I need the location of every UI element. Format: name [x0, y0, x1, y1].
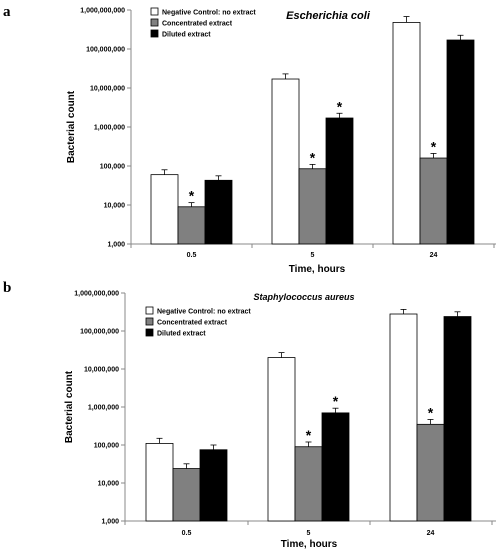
panel-letter-a: a [3, 4, 11, 20]
legend-swatch-diluted [150, 29, 159, 38]
bar-control [150, 174, 179, 245]
legend-swatch-control [150, 7, 159, 16]
y-tick-label: 100,000,000 [86, 47, 125, 54]
y-tick-label: 10,000 [98, 481, 120, 488]
legend-label-control: Negative Control: no extract [157, 309, 251, 316]
significance-marker: * [310, 149, 316, 165]
bar-concentrated [177, 206, 206, 245]
x-tick-label: 24 [430, 252, 438, 259]
bar-concentrated [294, 446, 323, 522]
chart-staphylococcus-aureus: 1,000 10,000 100,000 1,000,000 10,000,000 100… [64, 291, 496, 550]
bar-diluted [443, 316, 472, 522]
bar-concentrated [416, 423, 445, 522]
significance-marker: * [306, 427, 312, 443]
x-tick-label: 0.5 [182, 530, 192, 537]
y-tick-label: 1,000,000 [88, 405, 119, 412]
legend-swatch-control [145, 306, 154, 315]
legend-label-diluted: Diluted extract [157, 331, 206, 338]
x-tick-label: 5 [311, 252, 315, 259]
bar-diluted [325, 117, 354, 245]
bar-control [271, 78, 300, 245]
x-tick-label: 5 [307, 530, 311, 537]
x-tick-label: 24 [427, 530, 435, 537]
chart-escherichia-coli: 1,000 10,000 100,000 1,000,000 10,000,000 100… [66, 7, 496, 275]
bar-concentrated [172, 468, 201, 522]
y-tick-label: 10,000 [104, 203, 126, 210]
bar-diluted [199, 449, 228, 522]
y-tick-label: 1,000,000,000 [80, 8, 125, 15]
legend-label-diluted: Diluted extract [162, 32, 211, 39]
significance-marker: * [428, 404, 434, 420]
significance-marker: * [431, 138, 437, 154]
bar-concentrated [298, 168, 327, 245]
y-tick-label: 1,000 [101, 519, 119, 526]
y-tick-label: 100,000 [100, 164, 125, 171]
x-tick-label: 0.5 [187, 252, 197, 259]
bar-diluted [321, 412, 350, 522]
y-tick-label: 100,000,000 [80, 329, 119, 336]
panel-letter-b: b [3, 280, 11, 296]
significance-marker: * [189, 188, 195, 204]
x-axis-title: Time, hours [289, 264, 346, 275]
y-axis-title: Bacterial count [64, 370, 75, 443]
bar-diluted [204, 179, 233, 245]
legend-label-concentrated: Concentrated extract [162, 21, 233, 28]
y-tick-label: 10,000,000 [84, 367, 119, 374]
significance-marker: * [333, 393, 339, 409]
bar-control [145, 443, 174, 522]
x-axis-title: Time, hours [281, 539, 338, 550]
y-tick-label: 1,000,000,000 [74, 291, 119, 298]
y-tick-label: 1,000 [107, 242, 125, 249]
legend-swatch-concentrated [145, 317, 154, 326]
chart-title: Staphylococcus aureus [253, 292, 354, 302]
y-tick-label: 100,000 [94, 443, 119, 450]
significance-marker: * [337, 98, 343, 114]
y-tick-label: 1,000,000 [94, 125, 125, 132]
legend-label-concentrated: Concentrated extract [157, 320, 228, 327]
bar-diluted [446, 39, 475, 245]
bar-concentrated [419, 157, 448, 245]
bar-control [267, 357, 296, 522]
legend-swatch-diluted [145, 328, 154, 337]
legend-label-control: Negative Control: no extract [162, 10, 256, 17]
bar-control [392, 22, 421, 245]
bar-control [389, 313, 418, 522]
y-axis-title: Bacterial count [66, 90, 77, 163]
legend-swatch-concentrated [150, 18, 159, 27]
y-tick-label: 10,000,000 [90, 86, 125, 93]
chart-title: Escherichia coli [286, 10, 371, 22]
